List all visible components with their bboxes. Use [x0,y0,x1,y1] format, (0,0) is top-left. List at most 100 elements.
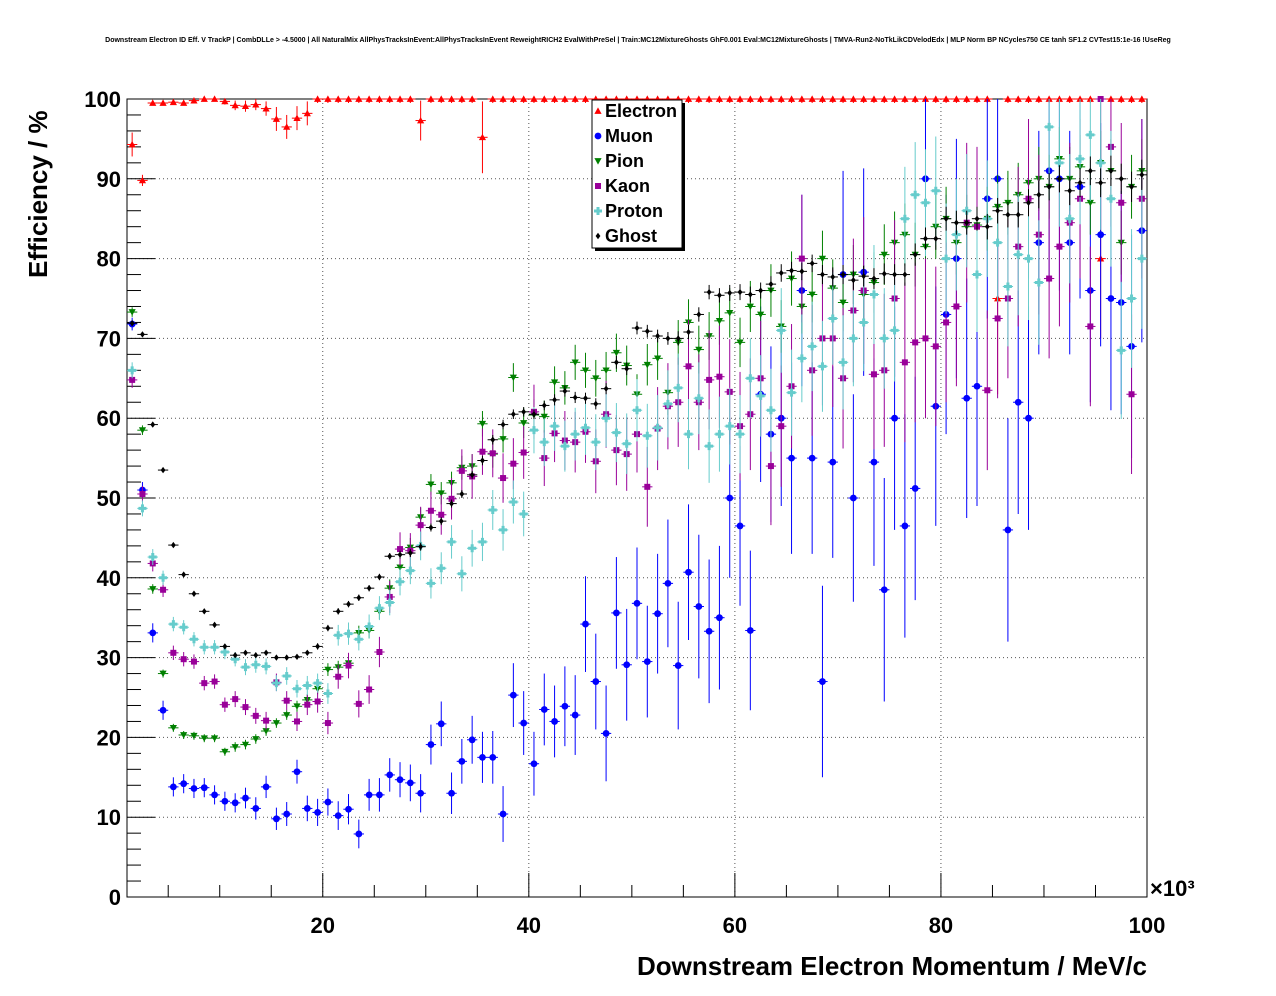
data-point [808,454,816,462]
data-point [552,396,557,404]
data-point [622,439,631,448]
legend-label: Kaon [605,176,650,196]
x-tick-label: 20 [311,913,335,938]
data-point [138,176,147,184]
data-point [180,656,187,663]
data-point [530,760,538,768]
data-point [799,268,805,275]
data-point [766,406,775,415]
data-point [210,643,219,652]
data-point [221,748,229,756]
data-point [365,622,374,631]
data-point [644,328,650,335]
data-point [272,815,280,823]
data-point [170,541,176,549]
data-point [561,702,569,710]
data-point [571,711,579,719]
data-point [252,805,260,812]
data-point [849,334,858,343]
data-point [890,95,899,102]
data-point [820,271,825,278]
data-point [1128,391,1135,398]
data-point [449,500,454,507]
data-point [716,373,723,380]
data-point [694,394,703,403]
data-point [737,288,743,296]
data-point [313,679,322,688]
data-point [1035,95,1043,102]
data-point [849,95,857,102]
data-point [499,810,507,818]
chart-title: Downstream Electron ID Eff. V TrackP | C… [105,37,1171,44]
data-point [170,649,177,656]
data-point [943,319,950,326]
data-point [942,95,950,102]
data-point [232,652,238,659]
data-point [324,798,332,806]
data-point [293,684,301,693]
data-point [510,460,517,467]
data-point [293,114,301,122]
data-point [664,579,672,587]
data-point [159,99,167,106]
data-point [366,584,372,592]
data-point [252,100,260,108]
data-point [923,235,928,242]
x-tick-label: 40 [517,913,541,938]
data-point [736,430,745,439]
data-point [159,573,168,582]
data-point [294,718,300,725]
legend-marker [594,107,602,114]
data-point [983,95,991,102]
y-tick-label: 100 [84,87,121,112]
data-point [283,697,290,704]
data-point [500,475,507,482]
data-point [973,270,981,279]
data-point [592,375,600,382]
data-point [891,414,898,422]
data-point [262,662,271,671]
data-point [479,448,486,455]
data-point [397,546,404,553]
data-point [427,481,435,489]
data-point [210,95,219,102]
data-point [459,490,465,498]
data-point [550,379,559,386]
data-point [901,522,909,530]
y-tick-label: 80 [97,247,121,272]
data-point [943,215,949,222]
data-point [252,736,260,743]
data-point [128,309,136,316]
data-point [334,95,342,102]
data-point [427,95,435,102]
data-point [252,712,259,719]
x-tick-label: 80 [929,913,953,938]
data-point [128,366,137,375]
data-point [1003,282,1012,291]
data-point [1127,294,1136,303]
data-point [303,109,311,117]
data-point [828,314,837,323]
data-point [725,422,734,431]
data-point [262,104,270,112]
data-point [509,691,517,699]
y-tick-label: 90 [97,167,121,192]
data-point [314,698,321,705]
data-point [933,235,939,242]
data-point [695,95,703,102]
data-point [1108,167,1114,175]
data-point [1077,179,1083,186]
data-point [582,620,589,628]
data-point [1118,175,1124,182]
data-point [829,95,837,102]
legend-marker [594,132,602,140]
data-point [530,95,538,102]
data-point [1024,254,1033,263]
data-point [562,387,568,395]
data-point [190,96,198,104]
data-point [469,471,475,479]
data-point [149,629,157,637]
data-point [890,326,899,335]
data-point [282,671,291,680]
